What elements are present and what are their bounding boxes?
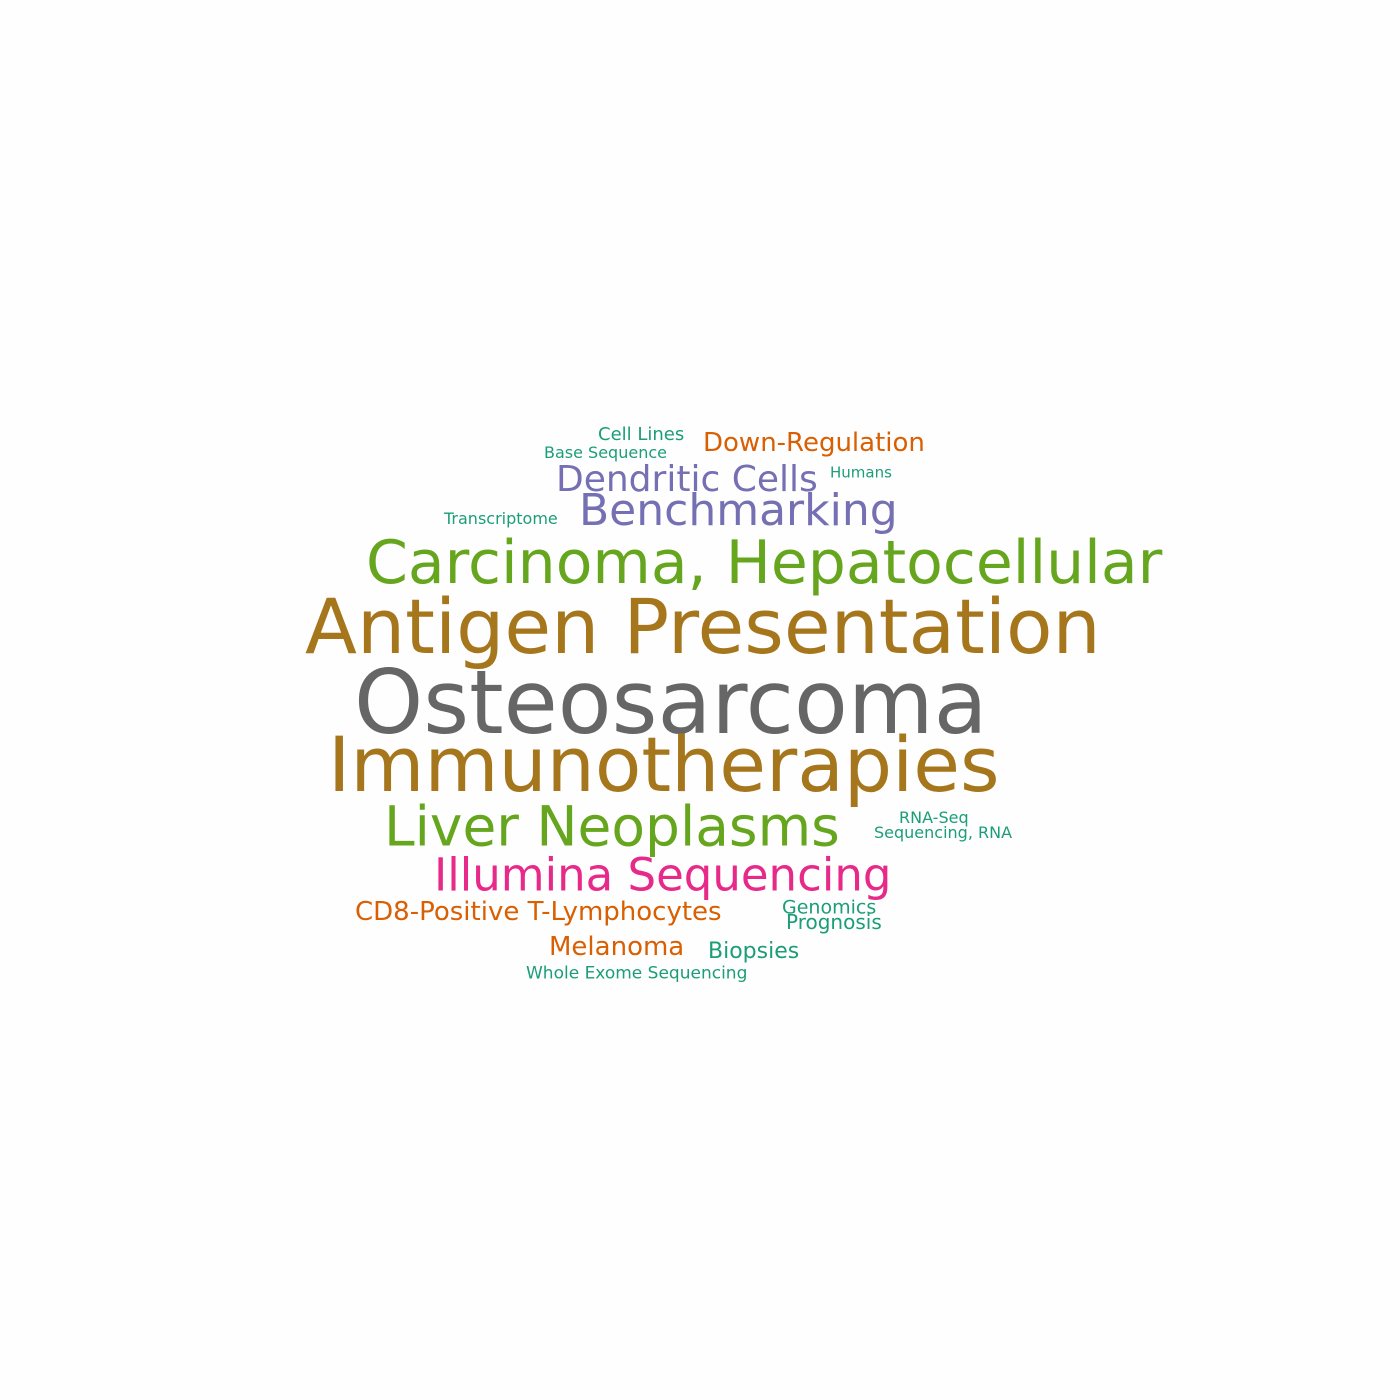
- word-immunotherapies: Immunotherapies: [328, 720, 1000, 809]
- word-cd8-positive-t-lymphocytes: CD8-Positive T-Lymphocytes: [355, 897, 722, 927]
- word-transcriptome: Transcriptome: [444, 509, 558, 528]
- word-down-regulation: Down-Regulation: [703, 428, 925, 458]
- word-carcinoma-hepatocellular: Carcinoma, Hepatocellular: [366, 528, 1163, 598]
- word-osteosarcoma: Osteosarcoma: [354, 651, 988, 754]
- word-dendritic-cells: Dendritic Cells: [556, 459, 818, 500]
- word-illumina-sequencing: Illumina Sequencing: [434, 848, 892, 902]
- word-whole-exome-sequencing: Whole Exome Sequencing: [526, 963, 748, 984]
- word-liver-neoplasms: Liver Neoplasms: [384, 794, 840, 859]
- word-benchmarking: Benchmarking: [579, 485, 898, 536]
- word-prognosis: Prognosis: [786, 910, 882, 934]
- word-antigen-presentation: Antigen Presentation: [305, 582, 1101, 671]
- word-humans: Humans: [830, 463, 892, 482]
- word-sequencing-rna: Sequencing, RNA: [874, 823, 1013, 842]
- word-base-sequence: Base Sequence: [544, 443, 667, 462]
- word-biopsies: Biopsies: [708, 939, 800, 964]
- word-cell-lines: Cell Lines: [598, 424, 685, 445]
- word-genomics: Genomics: [782, 896, 877, 919]
- word-melanoma: Melanoma: [549, 932, 685, 962]
- word-rna-seq: RNA-Seq: [899, 808, 969, 827]
